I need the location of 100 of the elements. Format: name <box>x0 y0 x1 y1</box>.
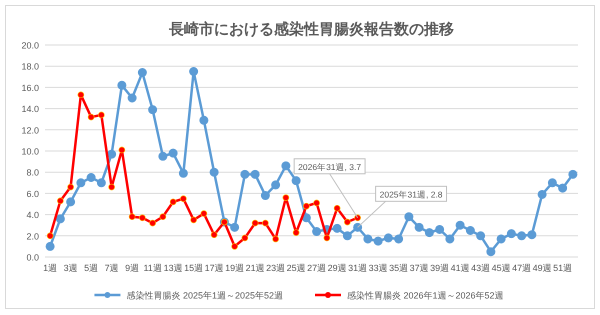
point <box>242 234 248 242</box>
x-tick-label: 1週 <box>43 263 58 273</box>
point <box>86 173 96 182</box>
point <box>178 168 188 178</box>
point <box>128 94 137 102</box>
point <box>98 112 105 118</box>
y-tick-label: 6.0 <box>26 188 39 199</box>
point <box>149 220 156 226</box>
point <box>466 226 475 235</box>
point <box>56 214 65 224</box>
x-tick-label: 9週 <box>125 263 140 273</box>
x-tick-label: 35週 <box>389 263 408 273</box>
point <box>271 180 280 190</box>
x-tick-label: 47週 <box>512 263 532 273</box>
point <box>517 231 526 240</box>
x-tick-label: 3週 <box>64 263 78 273</box>
x-tick-label: 43週 <box>471 263 490 273</box>
x-tick-label: 41週 <box>450 263 470 273</box>
point <box>168 148 178 158</box>
point <box>160 213 166 220</box>
x-tick-label: 29週 <box>328 263 347 273</box>
y-tick-label: 8.0 <box>26 168 39 178</box>
point <box>344 218 351 226</box>
point <box>46 242 55 251</box>
point <box>108 184 115 190</box>
point <box>250 170 260 179</box>
y-tick-label: 18.0 <box>21 62 39 72</box>
point <box>128 213 136 220</box>
y-tick-label: 14.0 <box>21 104 39 114</box>
point <box>363 234 372 244</box>
point <box>200 210 208 217</box>
point <box>107 150 116 159</box>
point <box>476 231 486 240</box>
point <box>506 229 516 238</box>
point <box>384 233 393 242</box>
point <box>445 234 454 244</box>
point <box>354 214 361 222</box>
x-tick-label: 13週 <box>164 263 183 273</box>
point <box>230 222 240 232</box>
x-tick-label: 45週 <box>492 263 511 273</box>
chart-title: 長崎市における感染性胃腸炎報告数の推移 <box>168 20 454 38</box>
x-tick-label: 51週 <box>553 263 572 273</box>
point <box>558 184 568 193</box>
x-tick-label: 19週 <box>225 263 244 273</box>
x-tick-label: 21週 <box>246 263 265 273</box>
point <box>527 230 536 240</box>
y-tick-label: 2.0 <box>26 231 39 242</box>
x-tick-label: 7週 <box>104 263 119 273</box>
point <box>353 222 362 232</box>
point <box>334 204 340 212</box>
x-tick-label: 49週 <box>532 263 552 273</box>
point <box>96 178 106 188</box>
x-tick-label: 37週 <box>410 263 429 273</box>
point <box>303 202 310 210</box>
point <box>46 232 54 240</box>
point <box>190 216 197 224</box>
x-tick-label: 11週 <box>143 263 162 273</box>
point <box>342 231 352 240</box>
point <box>78 92 84 98</box>
legend-label: 感染性胃腸炎 2025年1週～2025年52週 <box>126 290 283 300</box>
point <box>231 243 238 250</box>
legend-label: 感染性胃腸炎 2026年1週～2026年52週 <box>347 290 504 300</box>
point <box>260 191 270 200</box>
point <box>312 227 322 236</box>
y-tick-label: 4.0 <box>26 210 39 220</box>
point <box>57 198 64 204</box>
point <box>456 220 465 230</box>
point <box>374 236 383 246</box>
y-tick-label: 16.0 <box>21 82 39 93</box>
x-tick-label: 17週 <box>204 263 224 273</box>
point <box>548 178 557 188</box>
point <box>486 247 496 256</box>
y-tick-label: 10.0 <box>21 146 39 156</box>
point <box>272 236 279 242</box>
point <box>189 67 198 76</box>
point <box>538 190 547 199</box>
point <box>210 168 219 177</box>
annotation: 2026年31週, 3.7 <box>298 162 362 172</box>
point <box>292 229 300 236</box>
x-tick-label: 33週 <box>368 263 388 273</box>
point <box>199 116 208 125</box>
point <box>240 170 250 179</box>
point <box>138 68 147 78</box>
point <box>158 152 168 161</box>
point <box>332 224 342 233</box>
point <box>281 161 290 170</box>
x-tick-label: 5週 <box>84 263 98 273</box>
point <box>148 105 158 114</box>
x-tick-label: 23週 <box>266 263 286 273</box>
point <box>404 212 414 222</box>
point <box>435 224 444 234</box>
point <box>139 214 146 222</box>
y-tick-label: 12.0 <box>21 125 39 136</box>
point <box>394 234 404 244</box>
point <box>313 200 320 206</box>
point <box>292 176 301 186</box>
point <box>252 220 258 226</box>
annotation: 2025年31週, 2.8 <box>380 189 443 200</box>
point <box>118 146 126 154</box>
point <box>180 195 187 202</box>
